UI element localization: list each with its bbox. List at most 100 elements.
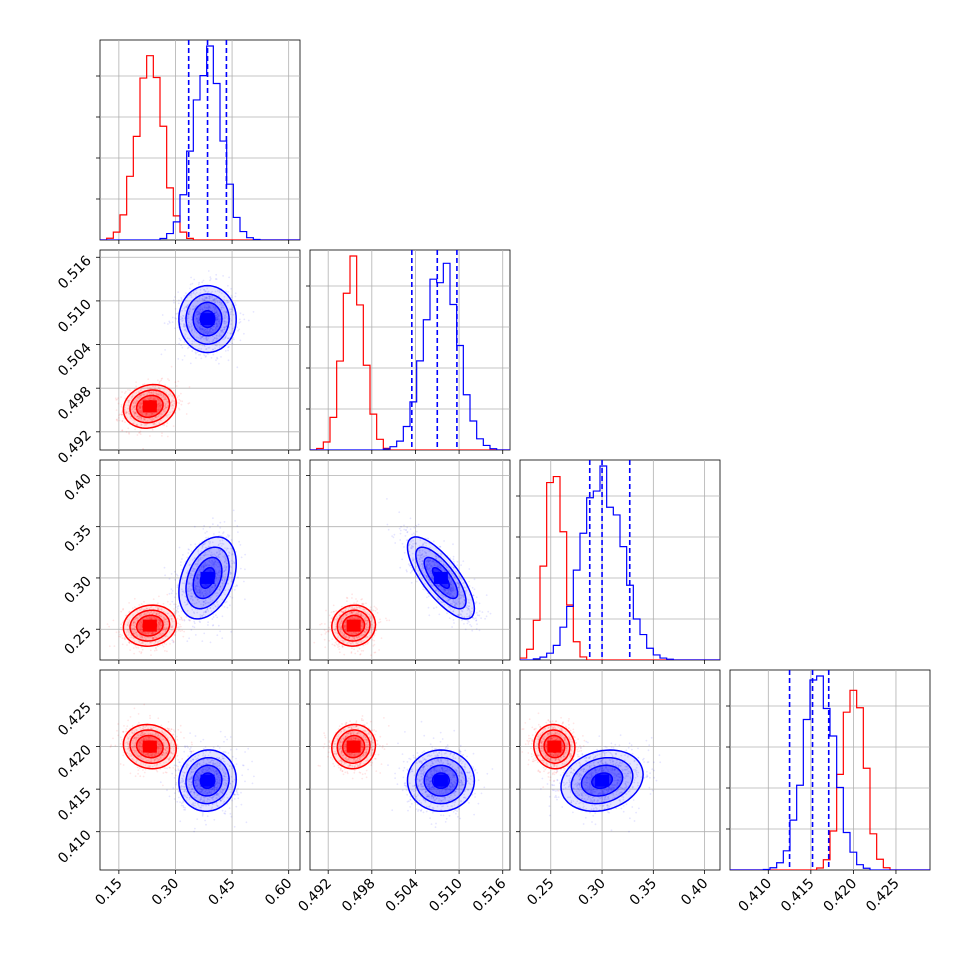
- sample-point: [331, 644, 333, 646]
- sample-point: [107, 623, 109, 625]
- sample-point: [213, 533, 215, 535]
- sample-point: [177, 608, 179, 610]
- sample-point: [173, 302, 175, 304]
- sample-point: [187, 552, 189, 554]
- sample-point: [160, 380, 162, 382]
- sample-point: [375, 629, 377, 631]
- sample-point: [231, 296, 233, 298]
- sample-point: [222, 533, 224, 535]
- sample-point: [121, 634, 123, 636]
- sample-point: [181, 558, 183, 560]
- sample-point: [168, 618, 170, 620]
- sample-point: [240, 568, 242, 570]
- sample-point: [117, 397, 119, 399]
- sample-point: [120, 636, 122, 638]
- sample-point: [227, 347, 229, 349]
- sample-point: [415, 525, 417, 527]
- sample-point: [191, 350, 193, 352]
- sample-point: [171, 592, 173, 594]
- sample-point: [218, 363, 220, 365]
- sample-point: [365, 644, 367, 646]
- sample-point: [177, 575, 179, 577]
- sample-point: [331, 638, 333, 640]
- sample-point: [333, 605, 335, 607]
- sample-point: [225, 602, 227, 604]
- sample-point: [169, 603, 171, 605]
- sample-point: [174, 596, 176, 598]
- sample-point: [373, 610, 375, 612]
- sample-point: [174, 571, 176, 573]
- sample-point: [164, 650, 166, 652]
- sample-point: [165, 644, 167, 646]
- sample-point: [438, 614, 440, 616]
- sample-point: [118, 631, 120, 633]
- sample-point: [235, 292, 237, 294]
- sample-point: [157, 379, 159, 381]
- panel-frame: [100, 40, 300, 240]
- density-peak-series-0: [143, 400, 157, 412]
- sample-point: [374, 635, 376, 637]
- sample-point: [173, 299, 175, 301]
- sample-point: [248, 320, 250, 322]
- sample-point: [171, 573, 173, 575]
- sample-point: [118, 403, 120, 405]
- sample-point: [211, 357, 213, 359]
- sample-point: [207, 353, 209, 355]
- sample-point: [234, 589, 236, 591]
- sample-point: [234, 520, 236, 522]
- density-peak-series-0: [347, 620, 361, 632]
- sample-point: [216, 278, 218, 280]
- sample-point: [127, 427, 129, 429]
- sample-point: [360, 599, 362, 601]
- sample-point: [181, 404, 183, 406]
- sample-point: [209, 280, 211, 282]
- sample-point: [121, 406, 123, 408]
- sample-point: [115, 399, 117, 401]
- sample-point: [156, 649, 158, 651]
- sample-point: [121, 430, 123, 432]
- sample-point: [179, 624, 181, 626]
- sample-point: [116, 409, 118, 411]
- sample-point: [321, 623, 323, 625]
- sample-point: [129, 389, 131, 391]
- sample-point: [229, 604, 231, 606]
- sample-point: [240, 312, 242, 314]
- sample-point: [220, 356, 222, 358]
- sample-point: [204, 532, 206, 534]
- sample-point: [351, 647, 353, 649]
- sample-point: [338, 643, 340, 645]
- sample-point: [177, 611, 179, 613]
- sample-point: [325, 631, 327, 633]
- sample-point: [136, 647, 138, 649]
- sample-point: [234, 302, 236, 304]
- sample-point: [414, 534, 416, 536]
- sample-point: [225, 536, 227, 538]
- sample-point: [177, 622, 179, 624]
- sample-point: [167, 601, 169, 603]
- sample-point: [406, 569, 408, 571]
- sample-point: [218, 531, 220, 533]
- sample-point: [164, 349, 166, 351]
- sample-point: [124, 392, 126, 394]
- sample-point: [360, 653, 362, 655]
- sample-point: [203, 633, 205, 635]
- sample-point: [230, 631, 232, 633]
- sample-point: [415, 576, 417, 578]
- sample-point: [233, 339, 235, 341]
- sample-point: [240, 544, 242, 546]
- sample-point: [373, 640, 375, 642]
- sample-point: [324, 633, 326, 635]
- y-tick-label: 0.510: [55, 296, 95, 336]
- sample-point: [172, 625, 174, 627]
- sample-point: [134, 606, 136, 608]
- sample-point: [462, 560, 464, 562]
- sample-point: [339, 651, 341, 653]
- sample-point: [237, 330, 239, 332]
- sample-point: [163, 603, 165, 605]
- sample-point: [353, 602, 355, 604]
- sample-point: [227, 350, 229, 352]
- sample-point: [244, 598, 246, 600]
- sample-point: [411, 534, 413, 536]
- sample-point: [158, 382, 160, 384]
- sample-point: [237, 531, 239, 533]
